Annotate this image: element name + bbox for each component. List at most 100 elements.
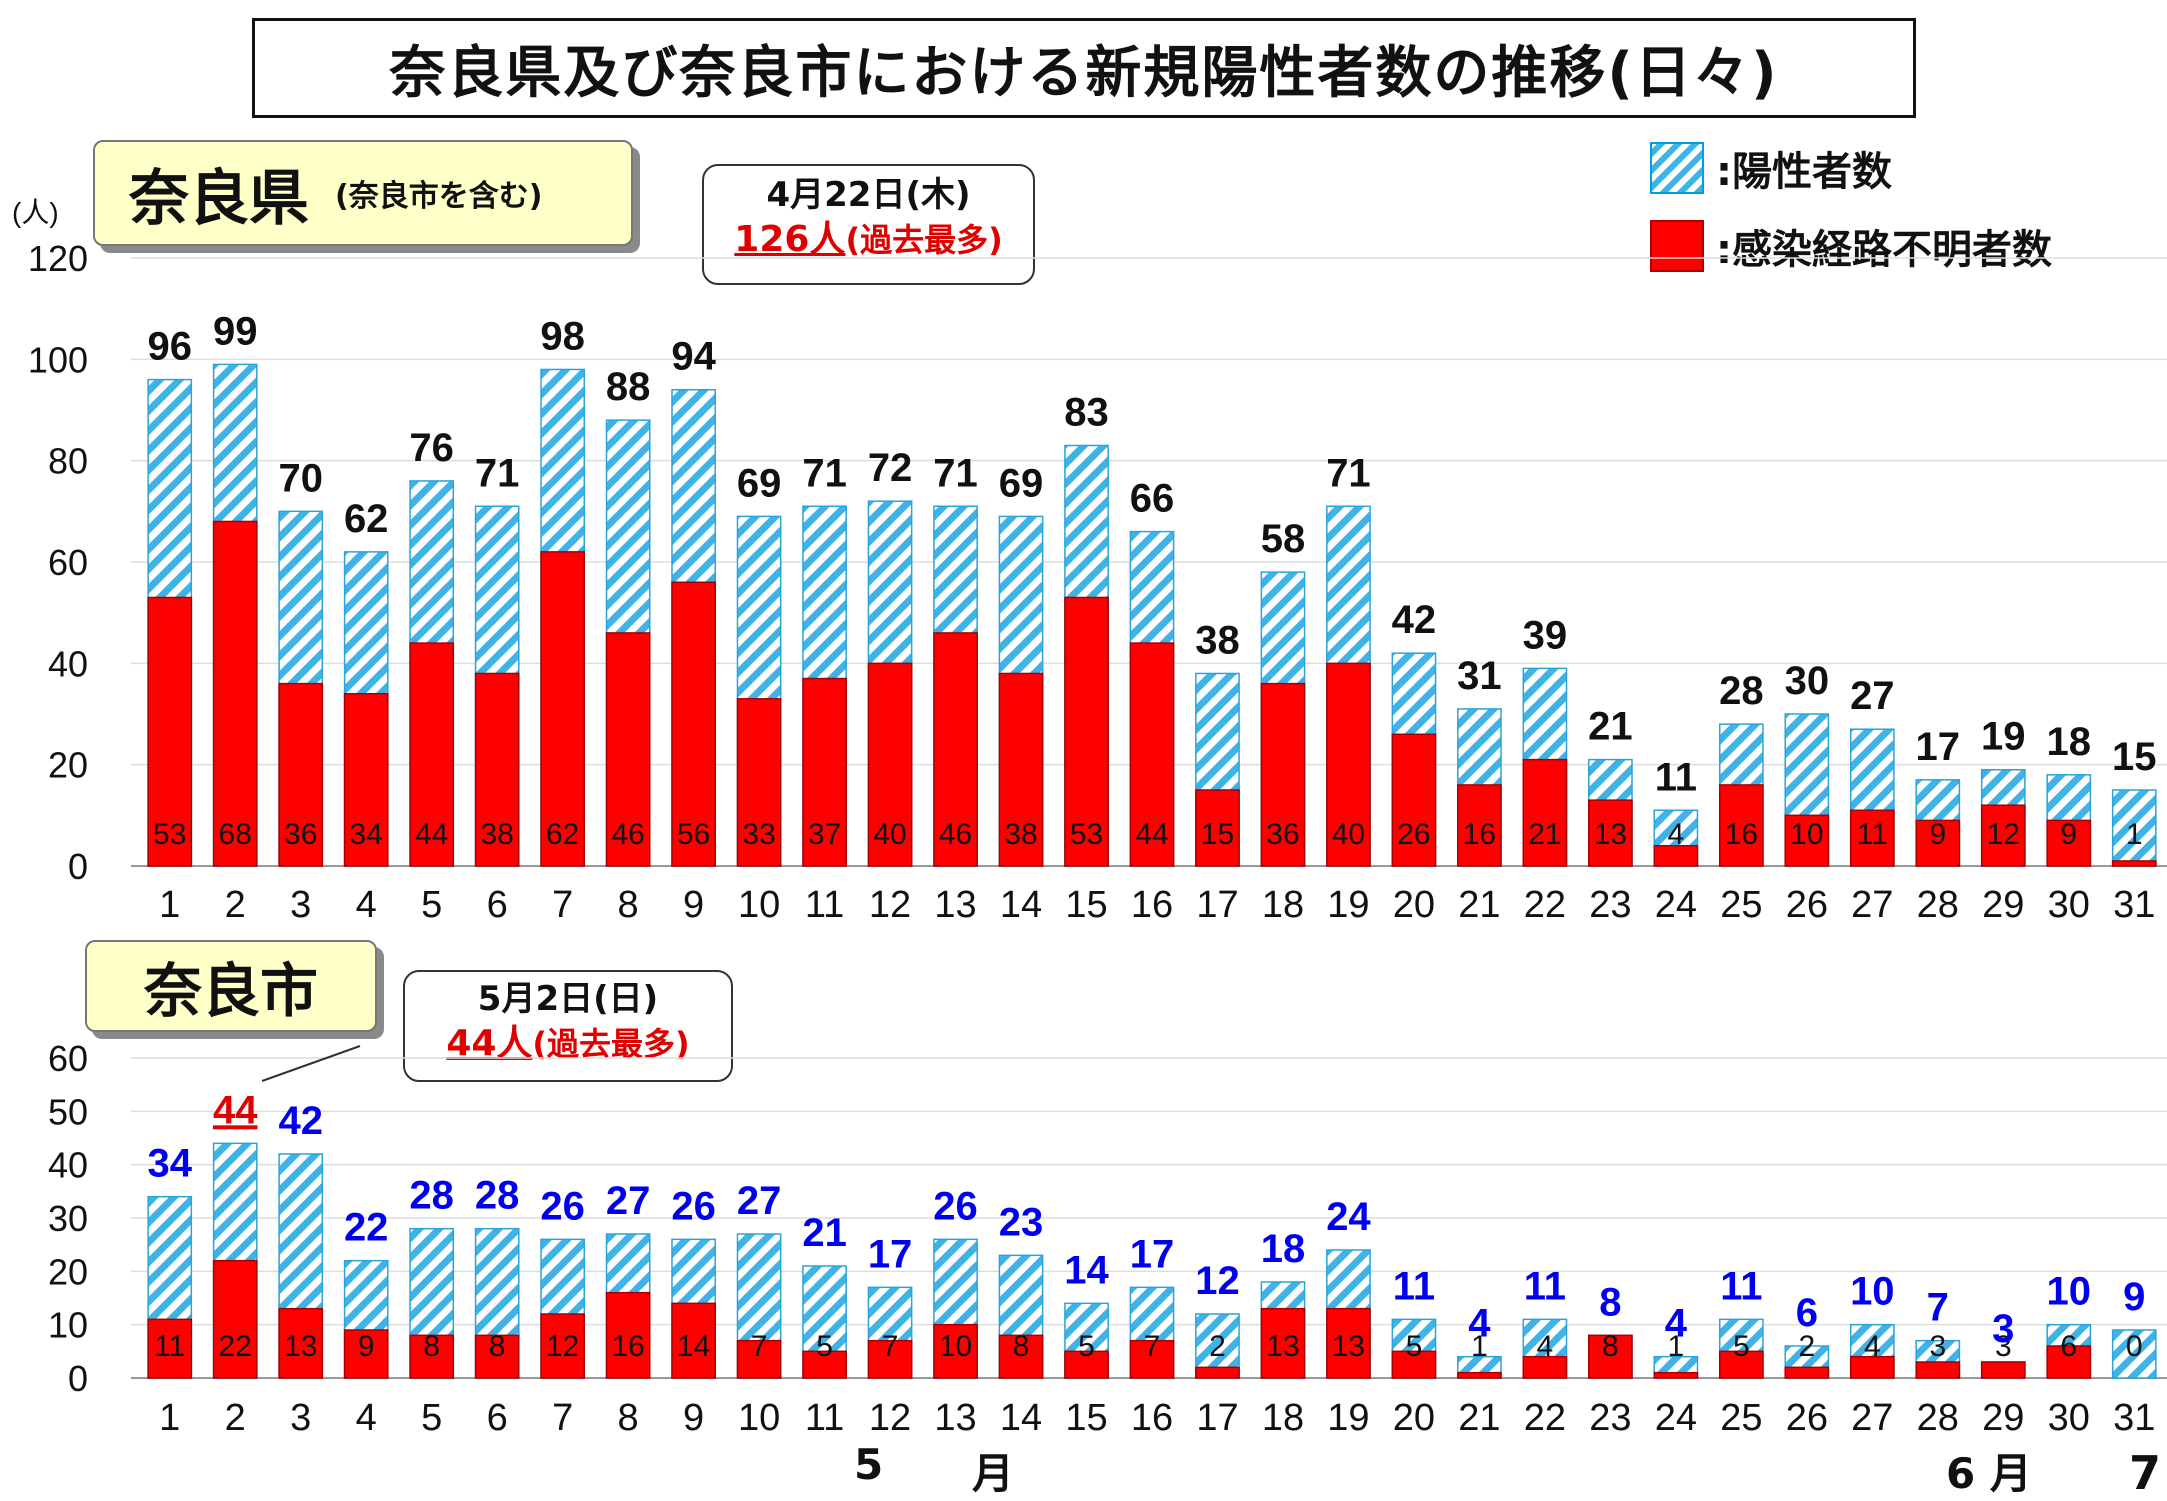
unknown-value-label: 9 (2060, 818, 2077, 851)
unknown-value-label: 9 (358, 1330, 375, 1363)
unknown-value-label: 13 (1594, 818, 1627, 851)
total-value-label: 42 (278, 1099, 323, 1143)
bar-unknown (1260, 682, 1306, 867)
total-value-label: 6 (1796, 1291, 1818, 1335)
bar-unknown (1653, 1371, 1699, 1379)
unit-label: (人) (12, 197, 59, 228)
total-value-label: 71 (802, 451, 847, 495)
x-tick-label: 28 (1917, 884, 1959, 926)
bar-unknown (1718, 1350, 1764, 1379)
bar-unknown (1064, 1350, 1109, 1379)
total-value-label: 71 (475, 451, 520, 495)
prefecture-chart: 020406080100120(人)5396168992367033462444… (12, 197, 2167, 926)
bar-unknown (1129, 642, 1175, 867)
unknown-value-label: 13 (1266, 1330, 1299, 1363)
x-tick-label: 17 (1196, 1397, 1238, 1439)
bar-unknown (1915, 1361, 1961, 1379)
city-record-callout: 5月2日(日) 44人(過去最多) (403, 970, 733, 1082)
bar-unknown (933, 632, 978, 867)
page-title: 奈良県及び奈良市における新規陽性者数の推移(日々) (252, 18, 1916, 118)
unknown-value-label: 14 (677, 1330, 710, 1363)
x-tick-label: 29 (1982, 1397, 2024, 1439)
total-value-label: 31 (1457, 654, 1502, 698)
unknown-value-label: 4 (1537, 1330, 1554, 1363)
x-tick-label: 2 (225, 1397, 246, 1439)
y-tick-label: 100 (28, 339, 88, 380)
bar-unknown (212, 520, 258, 867)
bar-unknown (736, 1339, 782, 1379)
total-value-label: 70 (278, 456, 323, 500)
total-value-label: 58 (1261, 517, 1306, 561)
unknown-value-label: 4 (1668, 818, 1685, 851)
x-tick-label: 15 (1065, 1397, 1107, 1439)
prefecture-record-date: 4月22日(木) (766, 175, 971, 215)
unknown-value-label: 26 (1397, 818, 1430, 851)
bar-unknown (1457, 1371, 1502, 1379)
bar-unknown (1588, 799, 1633, 867)
prefecture-record-callout: 4月22日(木) 126人(過去最多) (702, 164, 1035, 285)
total-value-label: 34 (147, 1142, 192, 1186)
unknown-value-label: 1 (1668, 1330, 1685, 1363)
total-value-label: 66 (1130, 477, 1175, 521)
bar-unknown (1588, 1334, 1633, 1379)
bar-unknown (1326, 662, 1371, 867)
unknown-value-label: 13 (284, 1330, 317, 1363)
unknown-value-label: 16 (1463, 818, 1496, 851)
bar-unknown (1849, 1355, 1895, 1379)
total-value-label: 71 (1326, 451, 1371, 495)
bar-unknown (474, 1334, 520, 1379)
unknown-value-label: 10 (939, 1330, 972, 1363)
prefecture-record-count: 126人 (734, 218, 846, 260)
y-tick-label: 80 (48, 441, 88, 482)
total-value-label: 17 (1916, 725, 1961, 769)
bar-unknown (1457, 784, 1502, 867)
total-value-label: 71 (933, 451, 978, 495)
legend-label-positive: :陽性者数 (1716, 149, 1892, 195)
total-value-label: 12 (1195, 1259, 1240, 1303)
bar-unknown (1391, 733, 1437, 867)
unknown-value-label: 21 (1528, 818, 1561, 851)
bar-unknown (605, 632, 651, 867)
prefecture-record-note: (過去最多) (845, 220, 1003, 259)
x-tick-label: 11 (805, 1397, 844, 1439)
total-value-label: 11 (1524, 1264, 1566, 1308)
bar-unknown (540, 1313, 586, 1379)
unknown-value-label: 38 (480, 818, 513, 851)
x-tick-label: 2 (225, 884, 246, 926)
x-tick-label: 19 (1327, 884, 1369, 926)
x-tick-label: 4 (356, 1397, 377, 1439)
unknown-value-label: 37 (808, 818, 841, 851)
unknown-value-label: 62 (546, 818, 579, 851)
bar-unknown (2046, 819, 2092, 867)
bar-unknown (540, 551, 586, 867)
city-record-date: 5月2日(日) (477, 979, 659, 1019)
total-value-label: 26 (540, 1184, 585, 1228)
x-tick-label: 8 (618, 1397, 639, 1439)
total-value-label: 88 (606, 365, 651, 409)
legend-swatch-hatched (1650, 142, 1704, 194)
bar-unknown (998, 1334, 1044, 1379)
x-tick-label: 20 (1393, 1397, 1435, 1439)
total-value-label: 69 (737, 461, 782, 505)
bar-unknown (1260, 1307, 1306, 1379)
y-tick-label: 10 (48, 1305, 88, 1346)
bar-unknown (1326, 1307, 1371, 1379)
bar-unknown (1195, 789, 1240, 867)
x-tick-label: 24 (1655, 1397, 1697, 1439)
y-tick-label: 0 (68, 1358, 88, 1399)
bar-unknown (1129, 1339, 1175, 1379)
unknown-value-label: 33 (742, 818, 775, 851)
total-value-label: 27 (606, 1179, 651, 1223)
y-tick-label: 50 (48, 1091, 88, 1132)
total-value-label: 11 (1720, 1264, 1762, 1308)
unknown-value-label: 36 (1266, 818, 1299, 851)
x-tick-label: 26 (1786, 1397, 1828, 1439)
bar-unknown (736, 698, 782, 867)
bar-unknown (1784, 1366, 1830, 1379)
total-value-label: 23 (999, 1200, 1044, 1244)
total-value-label: 10 (1850, 1270, 1895, 1314)
y-tick-label: 60 (48, 1038, 88, 1079)
city-label-text: 奈良市 (143, 957, 318, 1025)
x-tick-label: 25 (1720, 1397, 1762, 1439)
total-value-label: 17 (868, 1232, 913, 1276)
